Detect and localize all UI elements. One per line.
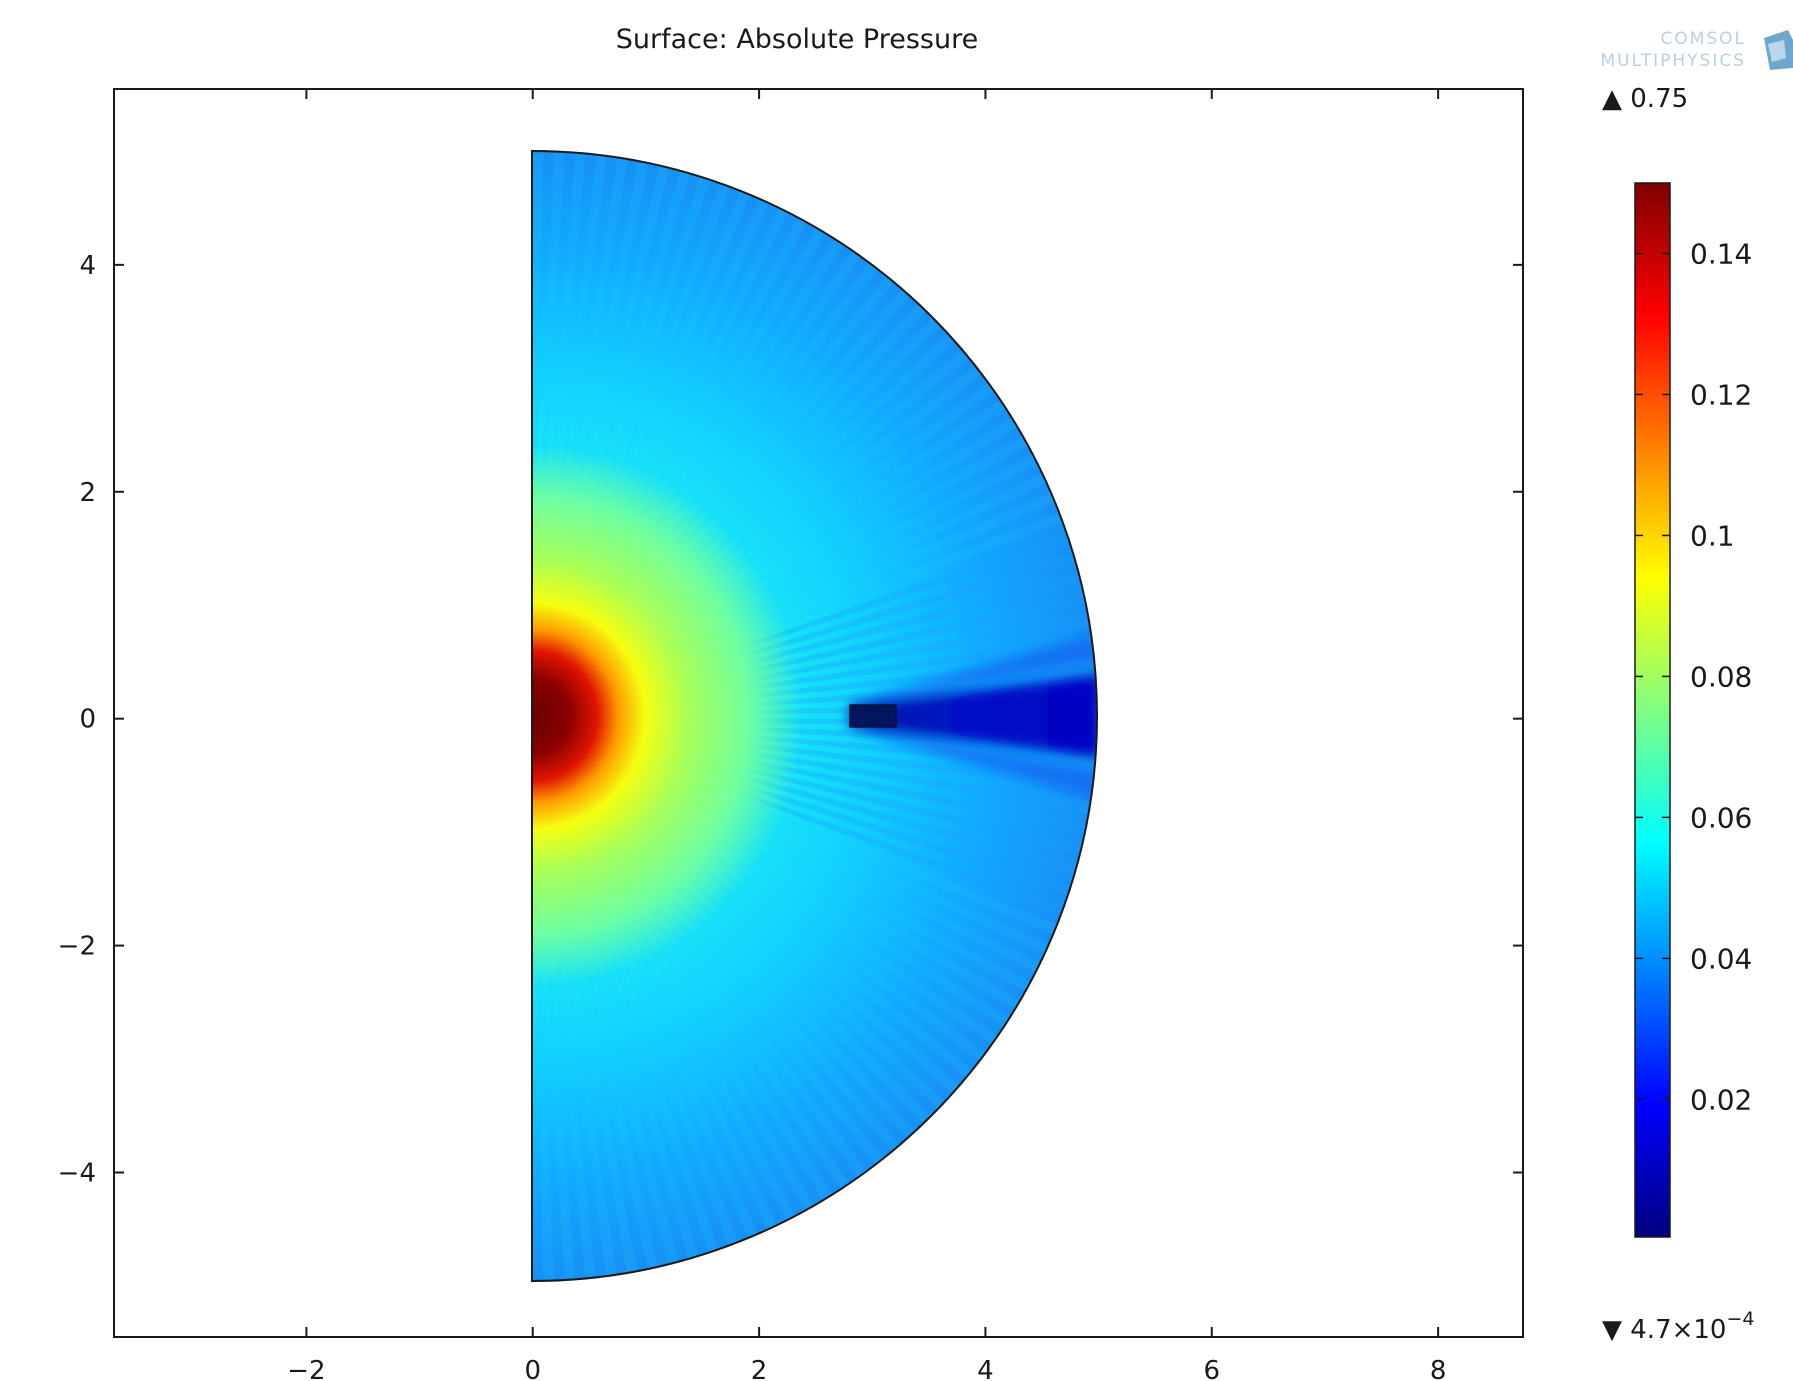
shadow-band-upper: [850, 633, 1097, 707]
colorbar-tick-label: 0.06: [1690, 801, 1752, 834]
x-tick-label: 8: [1430, 1356, 1447, 1381]
colorbar-tick-label: 0.12: [1690, 378, 1752, 411]
y-axis: −4 −2 0 2 4: [58, 251, 1523, 1188]
svg-text:COMSOL: COMSOL: [1660, 29, 1746, 49]
shadow-zone: [850, 675, 1097, 757]
y-tick-label: 4: [79, 251, 96, 281]
x-tick-label: 2: [751, 1356, 768, 1381]
x-tick-label: 4: [977, 1356, 994, 1381]
x-tick-label: 0: [524, 1356, 541, 1381]
colorbar-tick-label: 0.04: [1690, 942, 1752, 975]
x-tick-label: −2: [287, 1356, 325, 1381]
y-tick-label: 0: [79, 705, 96, 735]
x-axis: −2 0 2 4 6 8: [287, 89, 1446, 1381]
y-tick-label: −2: [58, 932, 96, 962]
colorbar-max-label: ▲ 0.75: [1602, 84, 1688, 114]
plot-title: Surface: Absolute Pressure: [616, 24, 978, 55]
x-tick-label: 6: [1204, 1356, 1221, 1381]
svg-text:MULTIPHYSICS: MULTIPHYSICS: [1600, 51, 1746, 71]
y-tick-label: −4: [58, 1158, 96, 1188]
pressure-field: [532, 151, 1097, 1281]
y-tick-label: 2: [79, 478, 96, 508]
colorbar-min-label: ▼ 4.7×10−4: [1602, 1308, 1755, 1345]
domain-boundary: [531, 149, 1098, 1283]
obstacle-box: [849, 704, 897, 728]
colorbar-tick-label: 0.14: [1690, 237, 1752, 270]
colorbar-tick-label: 0.1: [1690, 519, 1735, 552]
source-hotspot: [532, 446, 802, 986]
shadow-band-lower: [850, 725, 1097, 800]
comsol-cube-icon: [1764, 30, 1793, 70]
colorbar-ticks: 0.14 0.12 0.1 0.08 0.06 0.04 0.02: [1635, 237, 1752, 1116]
colorbar-tick-label: 0.02: [1690, 1083, 1752, 1116]
comsol-logo: COMSOL MULTIPHYSICS: [1600, 29, 1793, 71]
colorbar-tick-label: 0.08: [1690, 660, 1752, 693]
colorbar: [1634, 182, 1671, 1238]
